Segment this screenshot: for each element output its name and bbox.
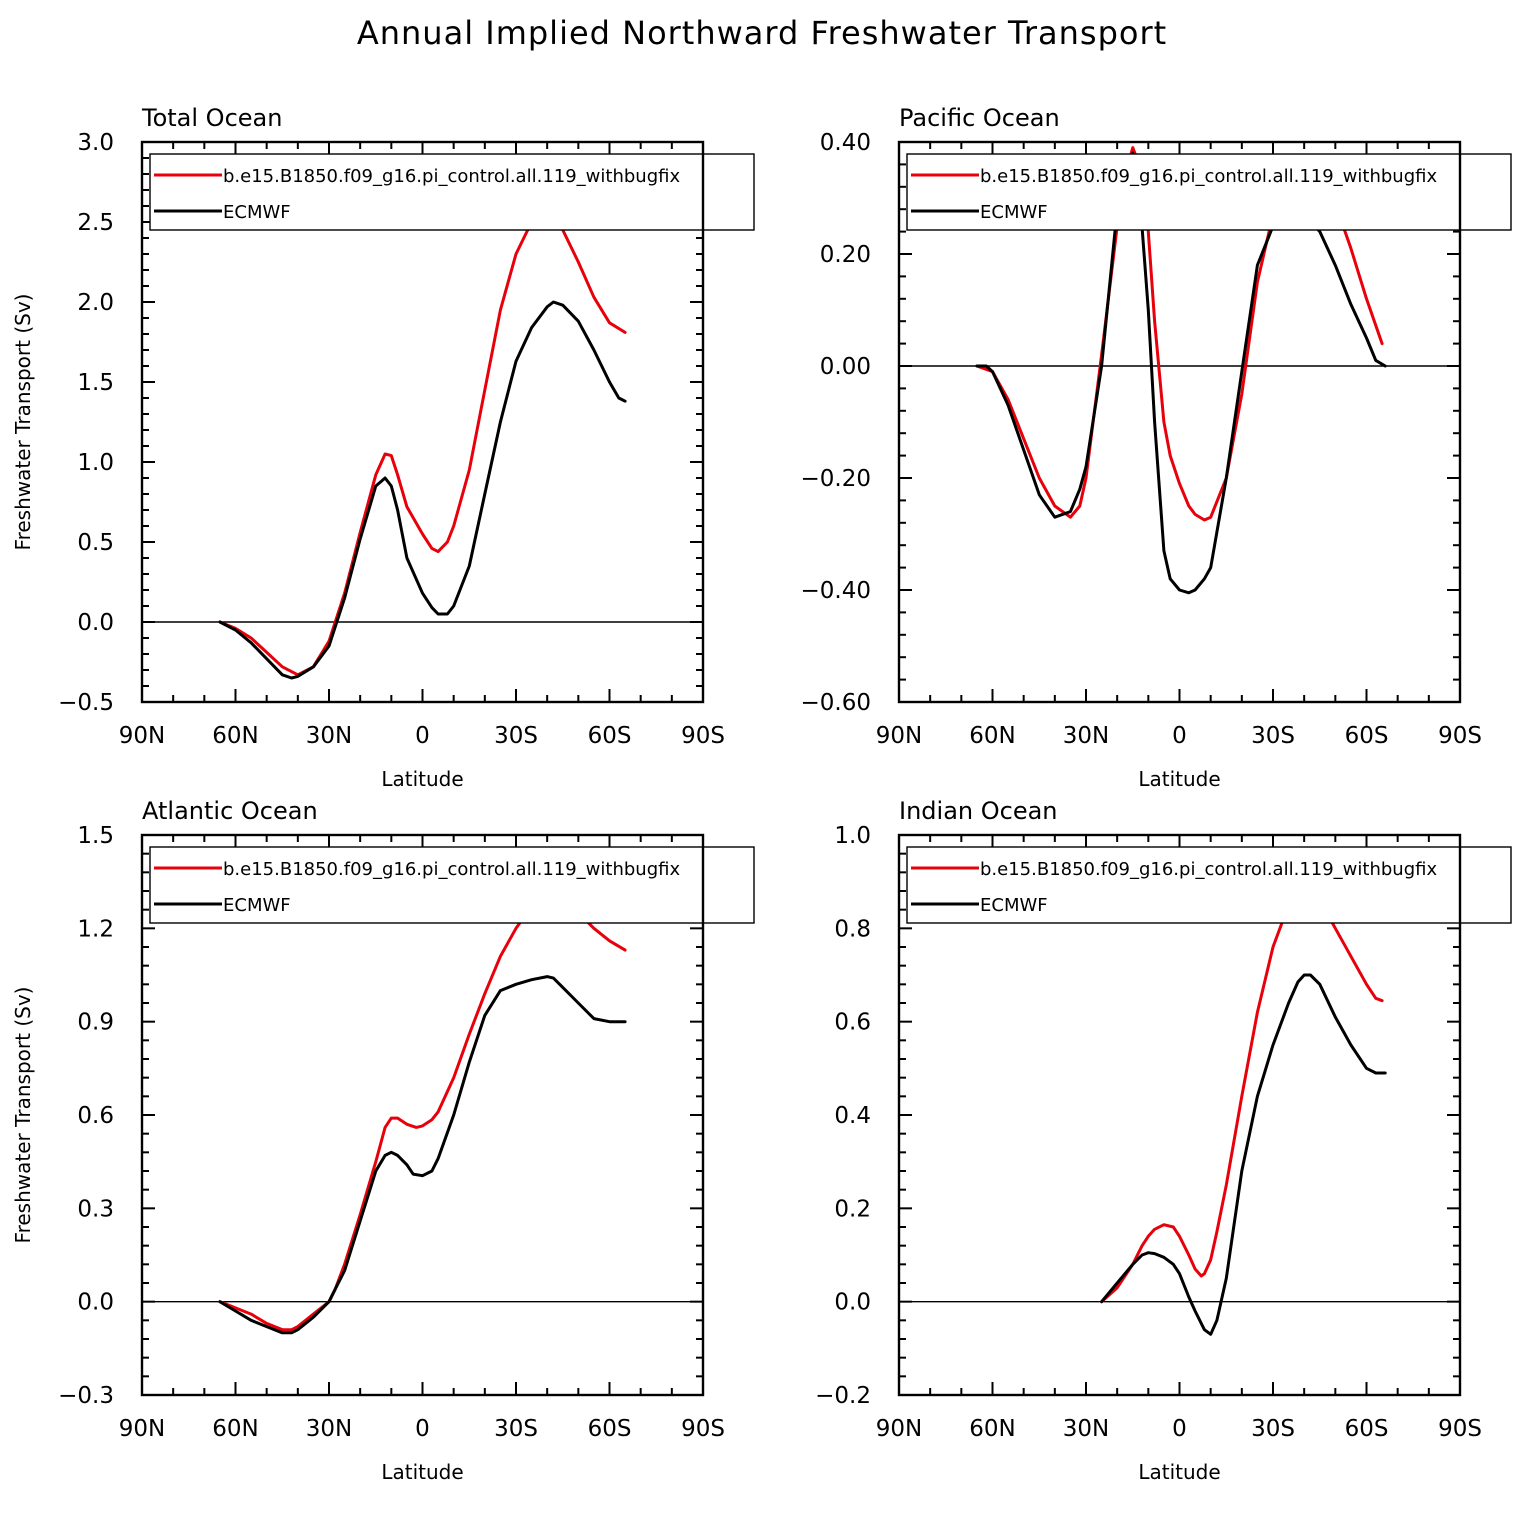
x-tick-label: 60S [588,723,632,749]
legend-box [149,846,755,924]
y-tick-label: 0.0 [834,1290,871,1316]
x-tick-label: 30S [1251,723,1295,749]
panels: Total Ocean 90N 60N 30N 0 30S 60S 90S −0.5 0.0 0.5… [11,104,1512,1484]
y-tick-label: 0.6 [77,1103,114,1129]
y-tick-label: −0.20 [801,466,871,492]
x-tick-label: 0 [415,1416,430,1442]
y-tick-label: 0.00 [820,354,871,380]
plot-frame [897,140,1462,704]
x-tick-label: 90N [876,1416,922,1442]
y-tick-label: 0.0 [77,610,114,636]
panel-title: Total Ocean [141,104,282,132]
x-tick-label: 90S [1438,1416,1482,1442]
y-tick-label: −0.2 [815,1383,871,1409]
legend-label: b.e15.B1850.f09_g16.pi_control.all.119_w… [223,166,680,187]
legend-label: ECMWF [223,202,291,223]
y-tick-label: 0.0 [77,1290,114,1316]
x-tick-label: 60S [1345,1416,1389,1442]
y-axis-label: Freshwater Transport (Sv) [11,294,35,551]
plot-frame [140,140,705,704]
y-tick-label: 2.5 [77,210,114,236]
legend-box [149,153,755,231]
plot-frame [897,833,1462,1397]
y-tick-label: 3.0 [77,130,114,156]
x-axis-label: Latitude [1138,1460,1220,1484]
legend-label: ECMWF [980,895,1048,916]
y-tick-label: 0.40 [820,130,871,156]
y-tick-label: 0.3 [77,1196,114,1222]
panel-title: Pacific Ocean [899,104,1060,132]
x-tick-label: 30N [1063,1416,1109,1442]
y-tick-label: 0.2 [834,1196,871,1222]
y-tick-label: 0.8 [834,916,871,942]
x-tick-label: 60S [588,1416,632,1442]
plot-frame [140,833,705,1397]
y-tick-label: 1.5 [77,370,114,396]
chart-panel-4: Indian Ocean 90N 60N 30N 0 30S 60S 90S −0.2 0.0 0.… [815,797,1512,1484]
series-line-ecmwf [218,975,627,1335]
y-tick-label: −0.60 [801,690,871,716]
y-tick-label: 0.9 [77,1010,114,1036]
x-tick-label: 60N [212,723,258,749]
legend-label: ECMWF [980,202,1048,223]
y-tick-label: −0.5 [58,690,114,716]
y-tick-label: 1.2 [77,916,114,942]
x-tick-label: 0 [415,723,430,749]
y-tick-label: 1.0 [834,823,871,849]
chart-panel-2: Pacific Ocean 90N 60N 30N 0 30S 60S 90S −0.60 −0.… [801,104,1512,791]
y-tick-label: 0.6 [834,1010,871,1036]
series-line-ecmwf [218,300,627,680]
x-tick-label: 90N [876,723,922,749]
x-tick-label: 0 [1172,723,1187,749]
x-tick-label: 60N [969,1416,1015,1442]
y-tick-label: 1.0 [77,450,114,476]
y-tick-label: −0.3 [58,1383,114,1409]
x-tick-label: 30N [306,1416,352,1442]
x-axis-label: Latitude [381,767,463,791]
x-tick-label: 60N [969,723,1015,749]
x-tick-label: 30N [306,723,352,749]
legend-label: b.e15.B1850.f09_g16.pi_control.all.119_w… [980,166,1437,187]
x-tick-label: 30S [494,1416,538,1442]
x-tick-label: 90N [119,1416,165,1442]
x-axis-label: Latitude [1138,767,1220,791]
panel-title: Indian Ocean [899,797,1058,825]
x-tick-label: 30S [494,723,538,749]
legend-label: ECMWF [223,895,291,916]
x-tick-label: 60N [212,1416,258,1442]
legend-label: b.e15.B1850.f09_g16.pi_control.all.119_w… [980,859,1437,880]
legend-box [906,846,1512,924]
series-line-ecmwf [1100,973,1387,1336]
y-tick-label: −0.40 [801,578,871,604]
x-tick-label: 90S [1438,723,1482,749]
x-tick-label: 0 [1172,1416,1187,1442]
x-tick-label: 60S [1345,723,1389,749]
x-tick-label: 90S [681,723,725,749]
x-tick-label: 30S [1251,1416,1295,1442]
panel-title: Atlantic Ocean [142,797,318,825]
y-axis-label: Freshwater Transport (Sv) [11,987,35,1244]
x-tick-label: 90S [681,1416,725,1442]
y-tick-label: 2.0 [77,290,114,316]
legend-box [906,153,1512,231]
x-axis-label: Latitude [381,1460,463,1484]
x-tick-label: 90N [119,723,165,749]
legend-label: b.e15.B1850.f09_g16.pi_control.all.119_w… [223,859,680,880]
x-tick-label: 30N [1063,723,1109,749]
chart-panel-3: Atlantic Ocean 90N 60N 30N 0 30S 60S 90S −0.3 0.0… [11,797,755,1484]
figure-title: Annual Implied Northward Freshwater Tran… [357,14,1167,52]
chart-panel-1: Total Ocean 90N 60N 30N 0 30S 60S 90S −0.5 0.0 0.5… [11,104,755,791]
y-tick-label: 1.5 [77,823,114,849]
y-tick-label: 0.4 [834,1103,871,1129]
y-tick-label: 0.20 [820,242,871,268]
y-tick-label: 0.5 [77,530,114,556]
